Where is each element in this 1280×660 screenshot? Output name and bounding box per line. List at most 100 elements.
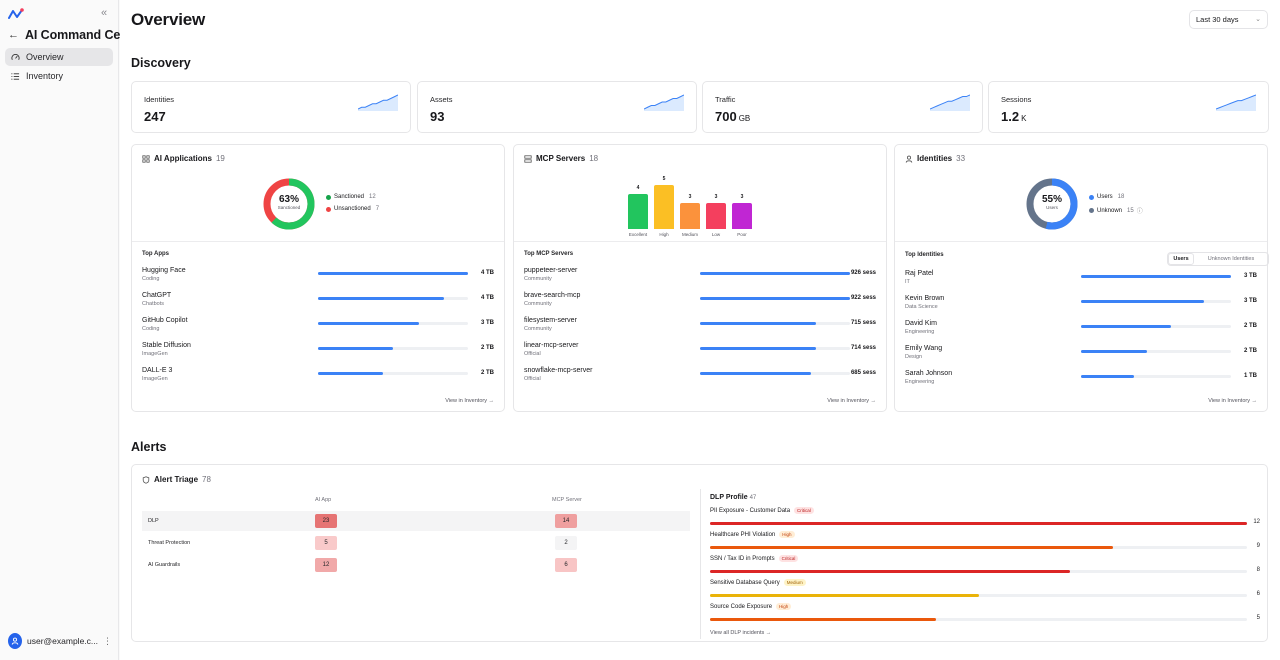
list-item-name[interactable]: ChatGPT [142, 292, 172, 299]
list-item-name[interactable]: DALL-E 3 [142, 367, 173, 374]
stat-card-traffic[interactable]: Traffic 700 GB [702, 81, 983, 133]
list-item-name[interactable]: puppeteer-server [524, 267, 578, 274]
usage-bar-track [1081, 375, 1231, 378]
mcp-server-count[interactable]: 6 [555, 558, 577, 572]
list-item-sub: Official [524, 376, 541, 382]
dlp-item[interactable]: Source Code Exposure High [710, 603, 792, 610]
list-item-value: 3 TB [1243, 273, 1257, 279]
list-item-sub: ImageGen [142, 351, 168, 357]
usage-bar-track [318, 272, 468, 275]
list-item-name[interactable]: filesystem-server [524, 317, 577, 324]
card-count: 18 [589, 154, 599, 163]
list-item-sub: Data Science [905, 304, 938, 310]
dlp-bar-track [710, 546, 1247, 549]
view-in-inventory-link[interactable]: View in Inventory → [445, 398, 494, 404]
bar-low[interactable] [706, 202, 726, 229]
list-item-sub: Community [524, 276, 552, 282]
section-heading-alerts: Alerts [131, 440, 167, 454]
list-item-name[interactable]: brave-search-mcp [524, 292, 581, 299]
card-title: AI Applications [154, 154, 212, 163]
collapse-sidebar-icon[interactable]: « [101, 7, 108, 19]
list-item-value: 3 TB [1243, 298, 1257, 304]
avatar[interactable] [8, 633, 22, 649]
tab-unknown-identities[interactable]: Unknown Identities [1207, 256, 1255, 262]
list-item-sub: Coding [142, 326, 160, 332]
tab-users[interactable]: Users [1168, 253, 1194, 265]
dlp-item[interactable]: SSN / Tax ID in Prompts Critical [710, 555, 799, 562]
stat-card-assets[interactable]: Assets 93 [417, 81, 697, 133]
info-icon[interactable]: ⓘ [1136, 209, 1143, 215]
users-donut-chart [1026, 178, 1078, 230]
list-item-name[interactable]: Stable Diffusion [142, 342, 191, 349]
list-item-value: 4 TB [480, 270, 494, 276]
dlp-bar-fill [710, 618, 936, 621]
legend-unknown: Unknown 15 ⓘ [1089, 206, 1143, 215]
list-item-name[interactable]: GitHub Copilot [142, 317, 188, 324]
list-item-name[interactable]: Hugging Face [142, 267, 186, 274]
sidebar-item-overview[interactable]: Overview [5, 48, 113, 66]
ai-app-count[interactable]: 5 [315, 536, 337, 550]
bar-medium[interactable] [680, 202, 700, 229]
list-item-name[interactable]: Emily Wang [905, 345, 943, 352]
stat-value: 93 [430, 109, 445, 124]
back-row[interactable]: ← AI Command Center [8, 28, 144, 42]
card-title: Identities [917, 154, 953, 163]
list-item-name[interactable]: Kevin Brown [905, 295, 945, 302]
dlp-item[interactable]: PII Exposure - Customer Data Critical [710, 507, 814, 514]
table-row[interactable]: Threat Protection 5 2 [142, 533, 690, 553]
legend-dot [326, 206, 331, 212]
list-item-name[interactable]: David Kim [905, 320, 937, 327]
view-in-inventory-link[interactable]: View in Inventory → [1208, 398, 1257, 404]
view-in-inventory-link[interactable]: View in Inventory → [827, 398, 876, 404]
mcp-server-count[interactable]: 14 [555, 514, 577, 528]
severity-badge: Medium [783, 579, 806, 586]
bar-high[interactable] [654, 185, 674, 229]
more-options-icon[interactable]: ⋮ [103, 635, 112, 646]
stat-card-sessions[interactable]: Sessions 1.2 K [988, 81, 1269, 133]
date-range-select[interactable]: Last 30 days ⌄ [1189, 10, 1268, 29]
usage-bar-track [700, 297, 850, 300]
gauge-icon [11, 53, 20, 60]
card-title: Alert Triage [154, 475, 199, 484]
app-title: AI Command Center [25, 28, 144, 42]
view-all-dlp-link[interactable]: View all DLP incidents → [710, 630, 772, 636]
list-item-name[interactable]: linear-mcp-server [524, 342, 579, 349]
table-row[interactable]: AI Guardrails 12 6 [142, 555, 690, 575]
sidebar: « ← AI Command Center Overview Inventory… [0, 0, 144, 660]
stat-label: Traffic [715, 95, 736, 104]
sparkline-area [930, 95, 970, 111]
usage-bar-track [1081, 300, 1231, 303]
list-item-value: 714 sess [850, 345, 876, 351]
table-row[interactable]: DLP 23 14 [142, 511, 690, 531]
card-title: MCP Servers [536, 154, 586, 163]
list-item-name[interactable]: Raj Patel [905, 270, 934, 277]
bar-excellent[interactable] [628, 193, 648, 229]
bar-poor[interactable] [732, 202, 752, 229]
stat-value: 1.2 K [1001, 109, 1027, 124]
mcp-server-count[interactable]: 2 [555, 536, 577, 550]
ai-app-count[interactable]: 12 [315, 558, 337, 572]
usage-bar-fill [1081, 325, 1171, 328]
legend-dot [326, 194, 331, 200]
list-item-sub: Community [524, 326, 552, 332]
column-header: MCP Server [552, 497, 582, 503]
list-item-sub: Official [524, 351, 541, 357]
dlp-item[interactable]: Healthcare PHI Violation High [710, 531, 795, 538]
sidebar-item-inventory[interactable]: Inventory [5, 67, 113, 85]
stat-card-identities[interactable]: Identities 247 [131, 81, 411, 133]
sparkline-line [930, 94, 970, 110]
list-item-name[interactable]: snowflake-mcp-server [524, 367, 593, 374]
dlp-profile-panel: DLP Profile 47 View all DLP incidents → … [700, 489, 1268, 641]
back-arrow-icon[interactable]: ← [8, 29, 19, 41]
dlp-item[interactable]: Sensitive Database Query Medium [710, 579, 806, 586]
ai-app-count[interactable]: 23 [315, 514, 337, 528]
list-item-name[interactable]: Sarah Johnson [905, 370, 953, 377]
sidebar-item-label: Overview [26, 52, 64, 62]
usage-bar-track [700, 322, 850, 325]
app-logo-icon[interactable] [8, 8, 24, 20]
list-item-sub: Community [524, 301, 552, 307]
list-item-sub: IT [905, 279, 910, 285]
user-menu[interactable]: user@example.c... ⋮ [8, 633, 112, 649]
user-icon [905, 155, 913, 163]
section-heading-discovery: Discovery [131, 56, 191, 70]
